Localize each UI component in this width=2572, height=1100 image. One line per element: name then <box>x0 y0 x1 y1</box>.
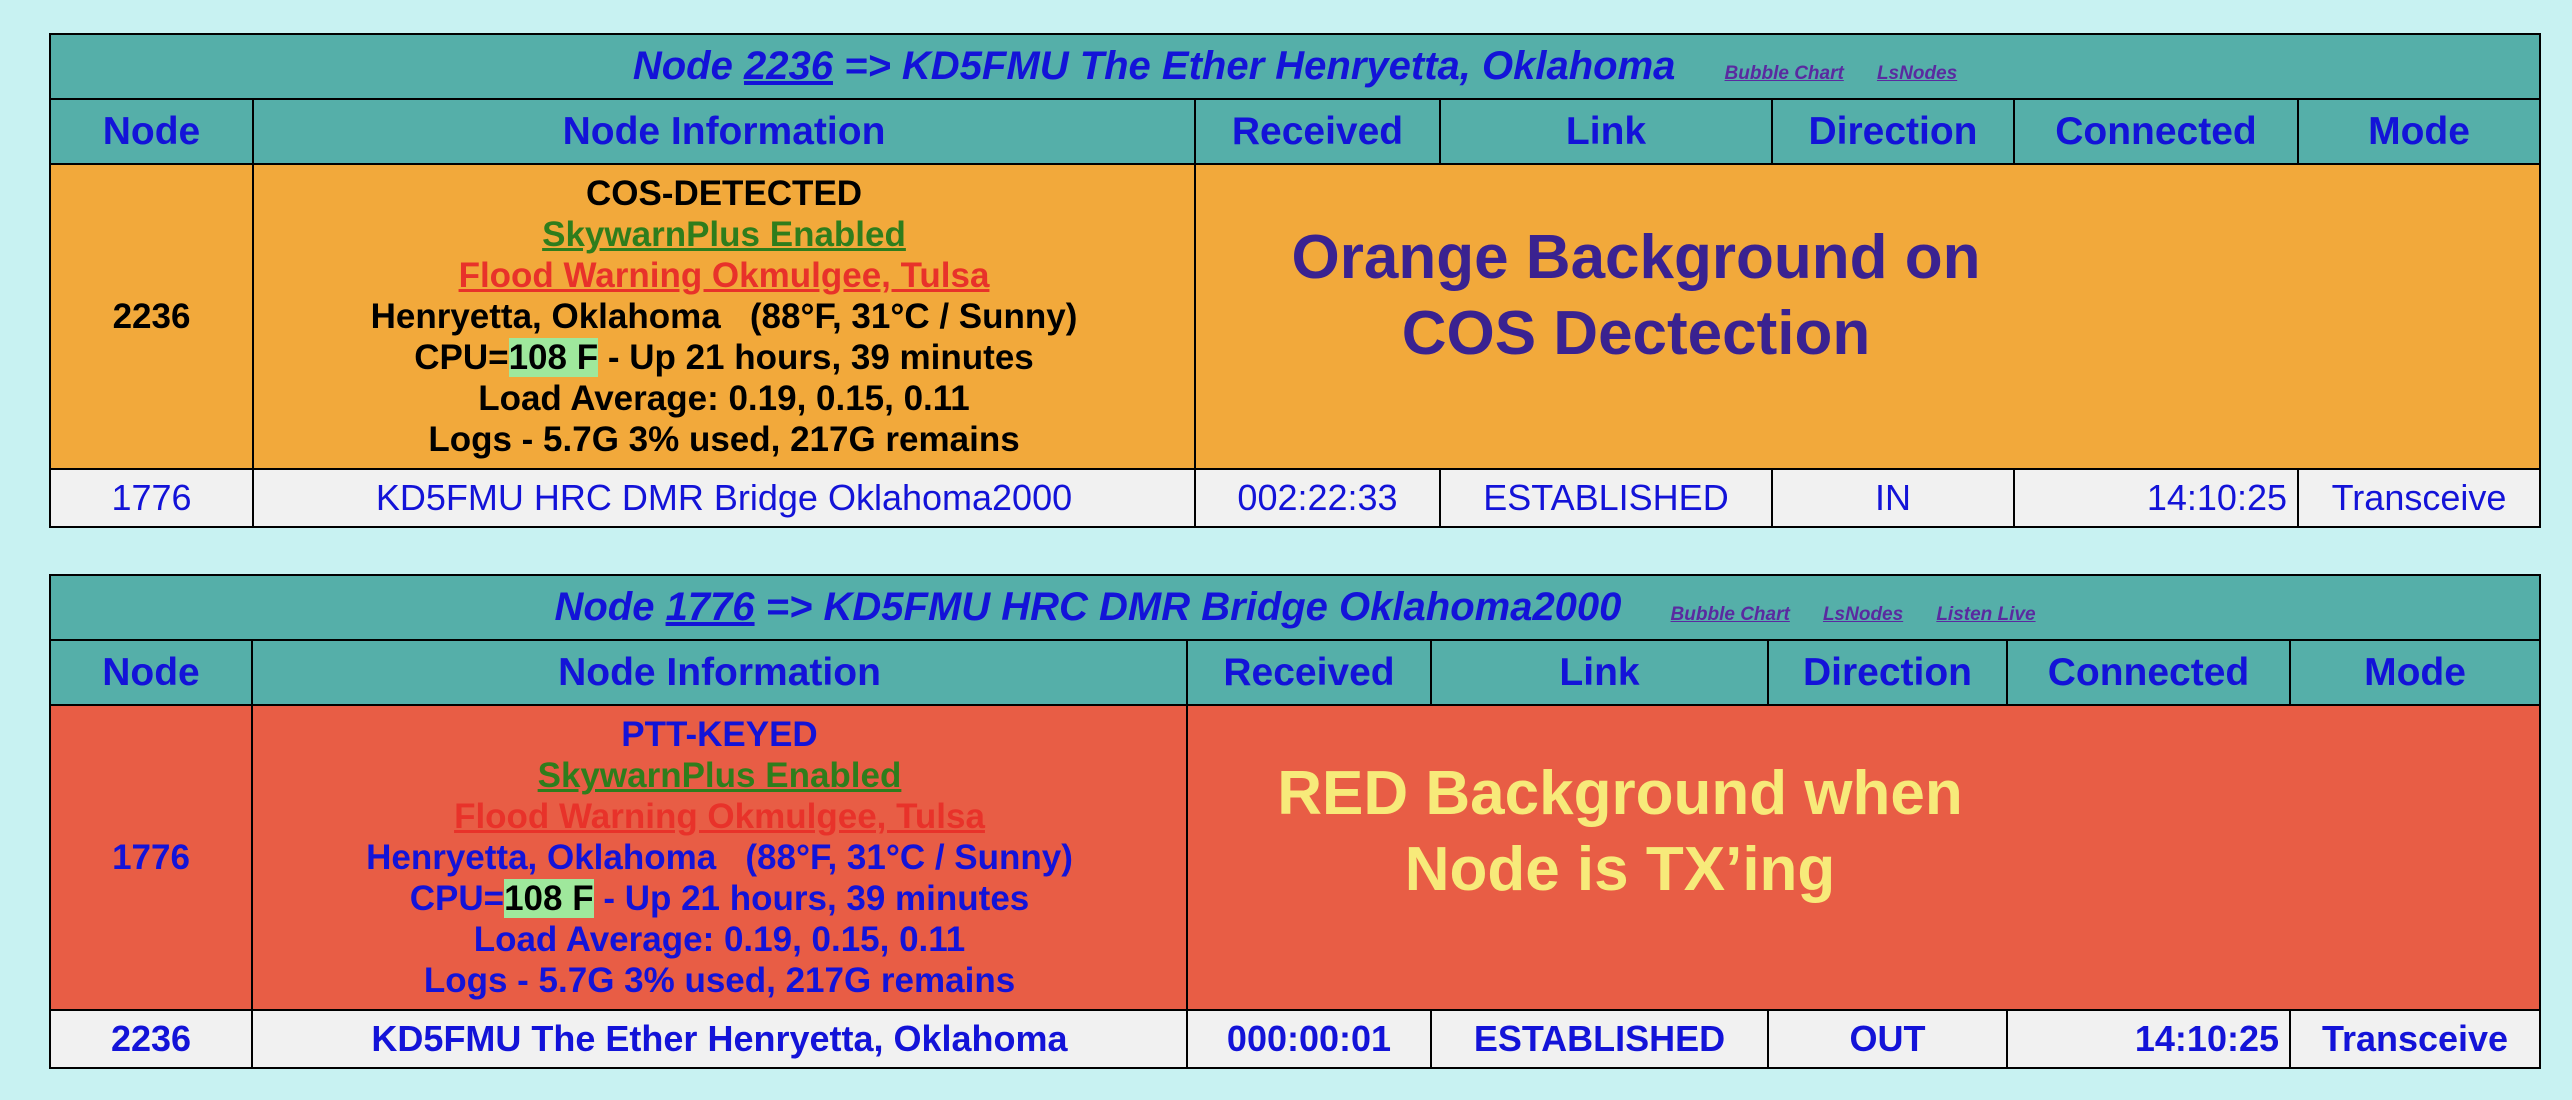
title-node-link[interactable]: 2236 <box>743 44 833 88</box>
connection-connected: 14:10:25 <box>2006 1009 2291 1069</box>
status-node-number: 2236 <box>49 163 254 470</box>
connection-connected: 14:10:25 <box>2013 468 2299 528</box>
bubble-chart-link[interactable]: Bubble Chart <box>1724 63 1844 84</box>
column-header-received: Received <box>1194 98 1441 165</box>
listen-live-link[interactable]: Listen Live <box>1936 604 2036 625</box>
panel-title: Node 2236 => KD5FMU The Ether Henryetta,… <box>48 33 2542 100</box>
cpu-temperature: 108 F <box>508 338 599 377</box>
annotation-text: RED Background when Node is TX’ing <box>1240 756 2000 908</box>
skywarnplus-link[interactable]: SkywarnPlus Enabled <box>537 756 902 795</box>
node-2236-panel: Node 2236 => KD5FMU The Ether Henryetta,… <box>48 33 2542 528</box>
column-header-direction: Direction <box>1771 98 2015 165</box>
cos-detected-status: COS-DETECTED <box>585 174 863 213</box>
uptime-text: - Up 21 hours, 39 minutes <box>593 879 1030 918</box>
uptime-text: - Up 21 hours, 39 minutes <box>598 338 1034 377</box>
status-node-number: 1776 <box>49 704 253 1011</box>
logs-usage: Logs - 5.7G 3% used, 217G remains <box>423 961 1016 1000</box>
node-status-table: Node 2236 => KD5FMU The Ether Henryetta,… <box>48 33 2542 528</box>
title-node-link[interactable]: 1776 <box>665 585 755 629</box>
location-weather: Henryetta, Oklahoma (88°F, 31°C / Sunny) <box>366 838 1073 877</box>
load-average: Load Average: 0.19, 0.15, 0.11 <box>473 920 966 959</box>
ptt-keyed-status: PTT-KEYED <box>621 715 818 754</box>
connection-received: 002:22:33 <box>1194 468 1441 528</box>
column-header-connected: Connected <box>2013 98 2299 165</box>
connection-node[interactable]: 1776 <box>49 468 254 528</box>
title-prefix: Node <box>554 585 666 629</box>
column-header-node: Node <box>49 639 253 706</box>
bubble-chart-link[interactable]: Bubble Chart <box>1670 604 1790 625</box>
title-suffix: => KD5FMU HRC DMR Bridge Oklahoma2000 <box>754 585 1622 629</box>
cpu-uptime: CPU=108 F - Up 21 hours, 39 minutes <box>253 878 1186 919</box>
cpu-label: CPU= <box>409 879 505 918</box>
connection-node[interactable]: 2236 <box>49 1009 253 1069</box>
column-header-link: Link <box>1430 639 1769 706</box>
title-prefix: Node <box>632 44 744 88</box>
cpu-uptime: CPU=108 F - Up 21 hours, 39 minutes <box>254 337 1194 378</box>
annotation-line-1: Orange Background on <box>1291 223 1981 292</box>
panel-title: Node 1776 => KD5FMU HRC DMR Bridge Oklah… <box>48 574 2542 641</box>
cpu-label: CPU= <box>414 338 509 377</box>
logs-usage: Logs - 5.7G 3% used, 217G remains <box>428 420 1020 459</box>
node-1776-panel: Node 1776 => KD5FMU HRC DMR Bridge Oklah… <box>48 574 2542 1069</box>
column-header-link: Link <box>1439 98 1773 165</box>
column-header-received: Received <box>1186 639 1432 706</box>
annotation-cell: Orange Background on COS Dectection <box>1193 163 2542 470</box>
node-status-table: Node 1776 => KD5FMU HRC DMR Bridge Oklah… <box>48 574 2542 1069</box>
connection-mode: Transceive <box>2288 1009 2542 1069</box>
local-node-status-row: 1776 PTT-KEYED SkywarnPlus Enabled Flood… <box>49 704 2542 1011</box>
local-node-status-row: 2236 COS-DETECTED SkywarnPlus Enabled Fl… <box>49 163 2542 470</box>
annotation-line-2: COS Dectection <box>1401 299 1871 368</box>
connection-mode: Transceive <box>2296 468 2542 528</box>
connection-direction: IN <box>1771 468 2015 528</box>
connection-row: 2236 KD5FMU The Ether Henryetta, Oklahom… <box>49 1009 2542 1069</box>
node-information-cell: COS-DETECTED SkywarnPlus Enabled Flood W… <box>252 163 1196 470</box>
annotation-text: Orange Background on COS Dectection <box>1256 220 2016 372</box>
connection-info: KD5FMU The Ether Henryetta, Oklahoma <box>251 1009 1188 1069</box>
connection-received: 000:00:01 <box>1186 1009 1432 1069</box>
cpu-temperature: 108 F <box>504 879 594 918</box>
column-header-node-information: Node Information <box>251 639 1188 706</box>
column-header-mode: Mode <box>2288 639 2542 706</box>
skywarnplus-link[interactable]: SkywarnPlus Enabled <box>542 215 906 254</box>
column-header-connected: Connected <box>2006 639 2291 706</box>
connection-link: ESTABLISHED <box>1439 468 1773 528</box>
connection-link: ESTABLISHED <box>1430 1009 1769 1069</box>
lsnodes-link[interactable]: LsNodes <box>1822 604 1904 625</box>
column-header-node: Node <box>49 98 254 165</box>
column-header-node-information: Node Information <box>252 98 1196 165</box>
flood-warning-link[interactable]: Flood Warning Okmulgee, Tulsa <box>454 797 985 836</box>
annotation-line-1: RED Background when <box>1277 759 1963 828</box>
node-information-cell: PTT-KEYED SkywarnPlus Enabled Flood Warn… <box>251 704 1188 1011</box>
annotation-line-2: Node is TX’ing <box>1404 835 1836 904</box>
title-suffix: => KD5FMU The Ether Henryetta, Oklahoma <box>832 44 1676 88</box>
column-header-mode: Mode <box>2296 98 2542 165</box>
connection-row: 1776 KD5FMU HRC DMR Bridge Oklahoma2000 … <box>49 468 2542 528</box>
column-header-direction: Direction <box>1767 639 2008 706</box>
location-weather: Henryetta, Oklahoma (88°F, 31°C / Sunny) <box>370 297 1078 336</box>
annotation-cell: RED Background when Node is TX’ing <box>1185 704 2542 1011</box>
flood-warning-link[interactable]: Flood Warning Okmulgee, Tulsa <box>458 256 990 295</box>
connection-direction: OUT <box>1767 1009 2008 1069</box>
lsnodes-link[interactable]: LsNodes <box>1876 63 1958 84</box>
connection-info: KD5FMU HRC DMR Bridge Oklahoma2000 <box>252 468 1196 528</box>
load-average: Load Average: 0.19, 0.15, 0.11 <box>478 379 970 418</box>
